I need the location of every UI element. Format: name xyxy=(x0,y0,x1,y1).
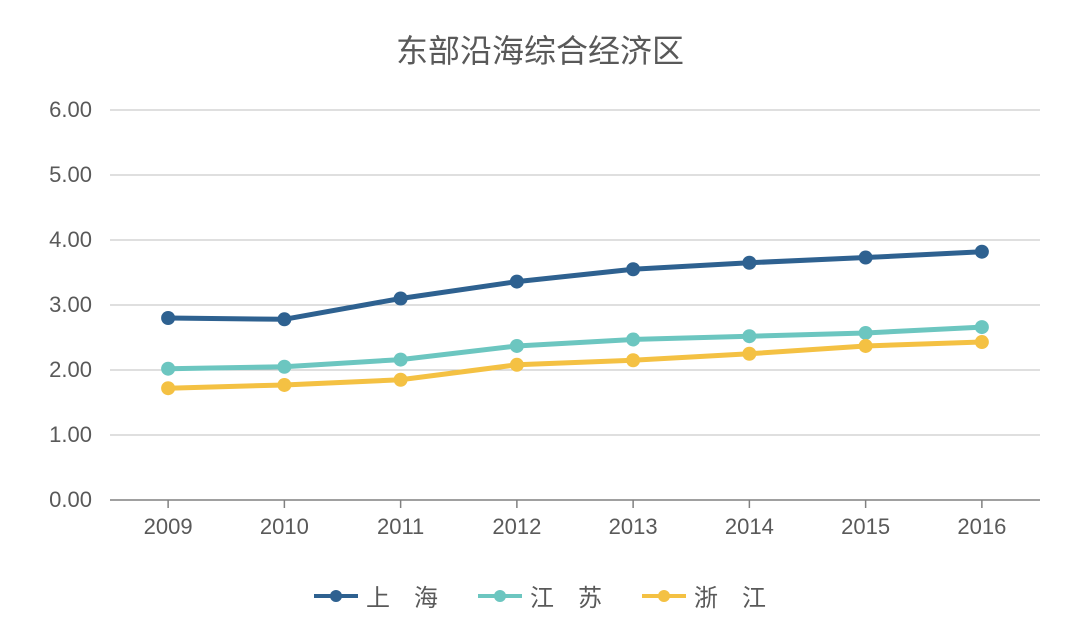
y-tick-label: 4.00 xyxy=(0,227,92,253)
y-tick-label: 2.00 xyxy=(0,357,92,383)
x-tick-label: 2014 xyxy=(699,514,799,540)
legend-item: 江 苏 xyxy=(478,578,602,613)
legend-label: 浙 江 xyxy=(694,578,766,613)
legend-item: 浙 江 xyxy=(642,578,766,613)
line-chart: 东部沿海综合经济区 0.001.002.003.004.005.006.00 2… xyxy=(0,0,1080,627)
legend: 上 海 江 苏 浙 江 xyxy=(0,578,1080,613)
x-tick-label: 2015 xyxy=(816,514,916,540)
x-tick-label: 2012 xyxy=(467,514,567,540)
x-tick-label: 2011 xyxy=(351,514,451,540)
y-tick-label: 1.00 xyxy=(0,422,92,448)
legend-swatch-icon xyxy=(478,587,522,605)
y-tick-label: 6.00 xyxy=(0,97,92,123)
legend-item: 上 海 xyxy=(314,578,438,613)
legend-swatch-icon xyxy=(642,587,686,605)
y-tick-label: 5.00 xyxy=(0,162,92,188)
x-tick-label: 2013 xyxy=(583,514,683,540)
legend-label: 江 苏 xyxy=(530,578,602,613)
x-tick-label: 2009 xyxy=(118,514,218,540)
y-tick-label: 3.00 xyxy=(0,292,92,318)
x-tick-label: 2010 xyxy=(234,514,334,540)
y-tick-label: 0.00 xyxy=(0,487,92,513)
x-tick-label: 2016 xyxy=(932,514,1032,540)
legend-label: 上 海 xyxy=(366,578,438,613)
legend-swatch-icon xyxy=(314,587,358,605)
